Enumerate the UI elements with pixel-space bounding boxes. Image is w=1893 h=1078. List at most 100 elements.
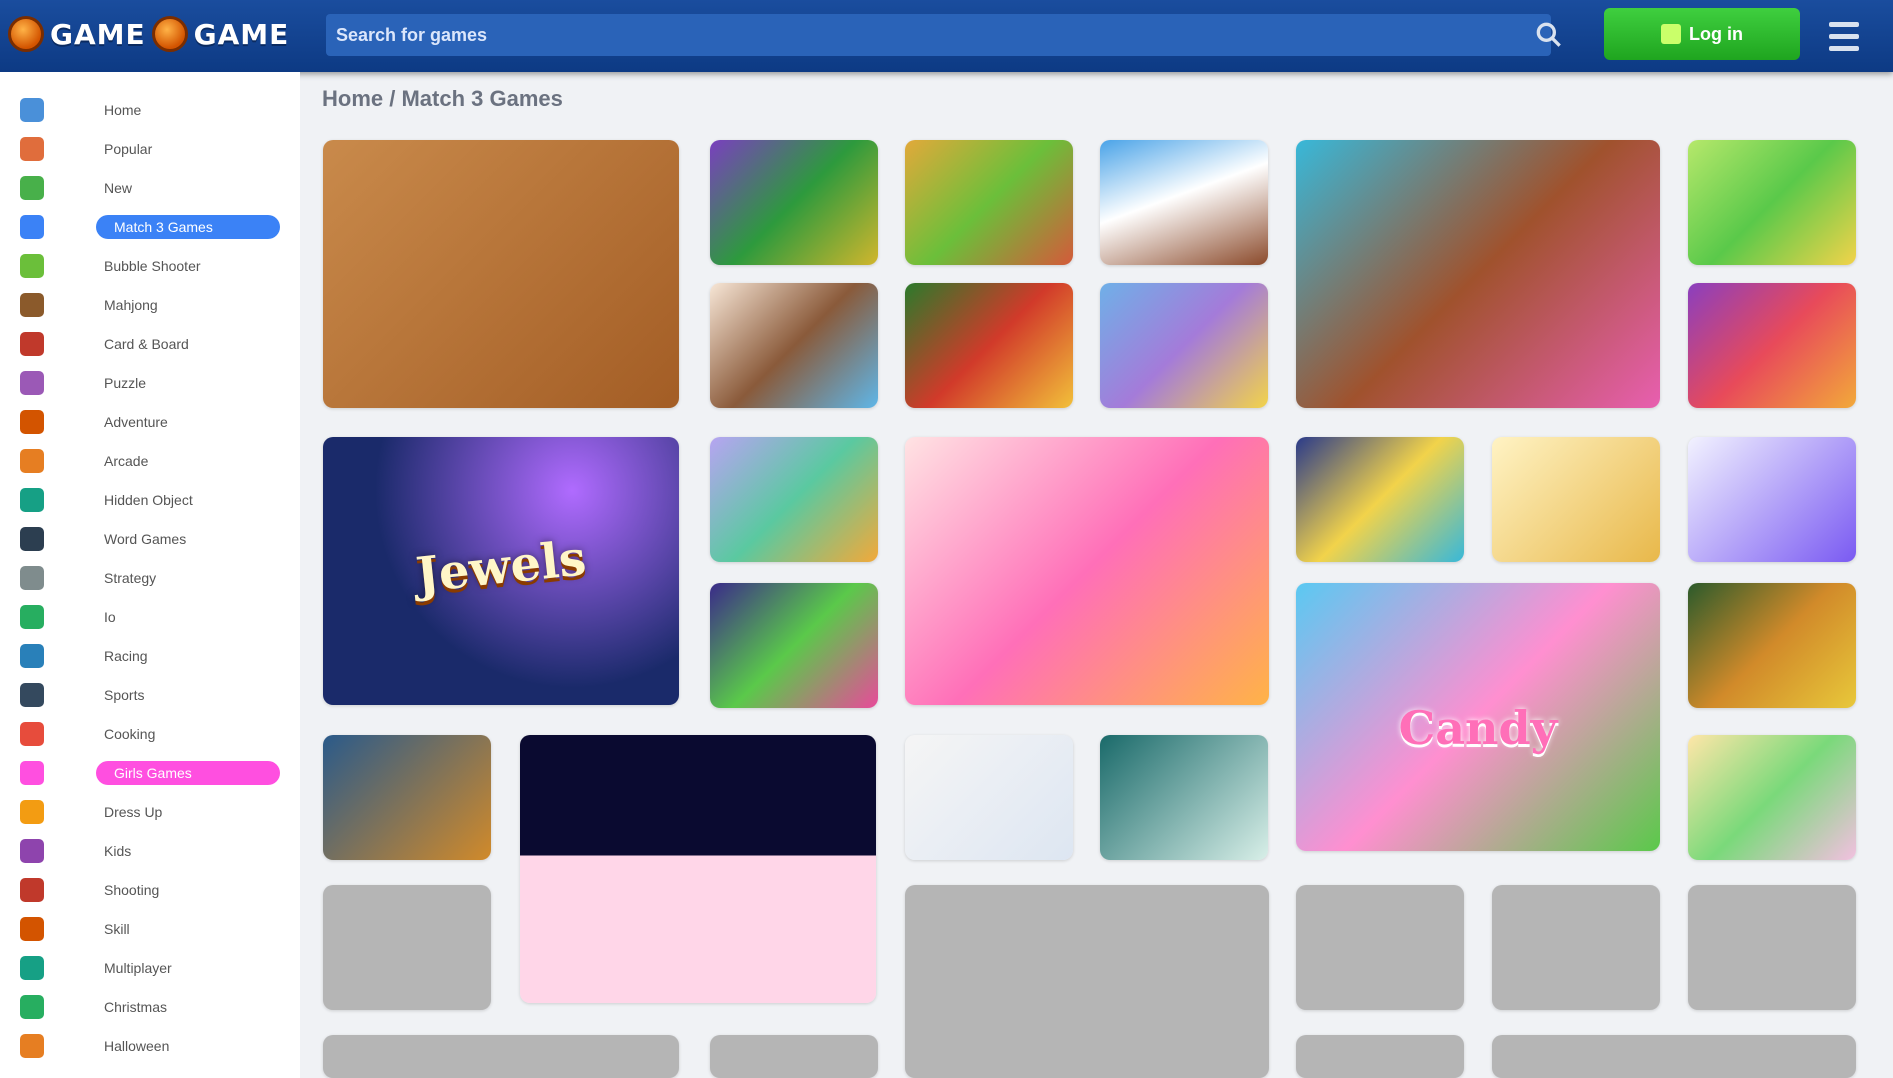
game-tile-slide-adventure[interactable]: [1100, 140, 1268, 265]
game-tile-wood-block-puzzle[interactable]: [323, 140, 679, 408]
mahjong-icon: [20, 293, 44, 317]
search-input[interactable]: [336, 24, 1456, 46]
sidebar-item-label: Kids: [104, 843, 132, 859]
logo-ball-icon: [8, 16, 44, 52]
cards-icon: [20, 332, 44, 356]
sidebar-item-mahjong[interactable]: Mahjong: [20, 289, 280, 321]
sidebar: Home Popular New Match 3 Games Bubble Shoote…: [0, 72, 300, 1078]
game-tile-placeholder: [323, 1035, 679, 1078]
shooting-icon: [20, 878, 44, 902]
sidebar-item-dress-up[interactable]: Dress Up: [20, 796, 280, 828]
game-tile-color-blocks[interactable]: [1100, 283, 1268, 408]
home-icon: [20, 98, 44, 122]
sidebar-item-match-3-games[interactable]: Match 3 Games: [20, 211, 280, 243]
game-tile-jewels-blitz[interactable]: Jewels: [323, 437, 679, 705]
game-tile-cooking-girl[interactable]: [710, 283, 878, 408]
sidebar-item-hidden-object[interactable]: Hidden Object: [20, 484, 280, 516]
hamburger-icon[interactable]: [1822, 14, 1866, 58]
game-tile-placeholder: [1492, 885, 1660, 1010]
game-tile-candy-jewels[interactable]: [905, 283, 1073, 408]
sidebar-item-new[interactable]: New: [20, 172, 280, 204]
sidebar-item-label: Mahjong: [104, 297, 158, 313]
game-tile-bubble-match[interactable]: [710, 437, 878, 562]
sidebar-item-label: Bubble Shooter: [104, 258, 201, 274]
sidebar-item-halloween[interactable]: Halloween: [20, 1030, 280, 1062]
game-tile-fruit-match[interactable]: [905, 140, 1073, 265]
sidebar-item-kids[interactable]: Kids: [20, 835, 280, 867]
dressup-icon: [20, 800, 44, 824]
sidebar-item-racing[interactable]: Racing: [20, 640, 280, 672]
game-tile-gem-quest[interactable]: [1688, 283, 1856, 408]
game-tile-flower-match[interactable]: [1688, 735, 1856, 860]
game-tile-jungle-match[interactable]: [1688, 140, 1856, 265]
game-tile-pirate-match[interactable]: [323, 735, 491, 860]
game-tile-tropical-princess[interactable]: [1296, 140, 1660, 408]
site-logo[interactable]: GAME GAME: [8, 6, 304, 62]
sidebar-item-christmas[interactable]: Christmas: [20, 991, 280, 1023]
game-tile-word-puzzle[interactable]: [1688, 437, 1856, 562]
sidebar-item-shooting[interactable]: Shooting: [20, 874, 280, 906]
search-bar: [326, 14, 1551, 56]
game-tile-jewel-match-2[interactable]: [710, 583, 878, 708]
sidebar-item-sports[interactable]: Sports: [20, 679, 280, 711]
sidebar-item-label: Home: [104, 102, 142, 118]
sidebar-item-puzzle[interactable]: Puzzle: [20, 367, 280, 399]
sidebar-item-label: New: [104, 180, 133, 196]
sidebar-item-girls-games[interactable]: Girls Games: [20, 757, 280, 789]
game-tile-placeholder: [323, 885, 491, 1010]
sidebar-item-label: Word Games: [104, 531, 187, 547]
game-tile-match-arena[interactable]: [520, 735, 876, 1003]
game-tile-placeholder: [1688, 885, 1856, 1010]
sidebar-item-multiplayer[interactable]: Multiplayer: [20, 952, 280, 984]
game-tile-candy-girl[interactable]: [905, 437, 1269, 705]
racing-icon: [20, 644, 44, 668]
game-tile-placeholder: [1296, 1035, 1464, 1078]
sidebar-item-label: Cooking: [104, 726, 156, 742]
game-tile-jewel-match-1[interactable]: [710, 140, 878, 265]
word-icon: [20, 527, 44, 551]
game-tile-title: Candy: [1398, 700, 1558, 755]
breadcrumb: Home / Match 3 Games: [322, 86, 563, 111]
game-tile-autumn-match[interactable]: [1688, 583, 1856, 708]
search-icon[interactable]: [1530, 16, 1568, 54]
game-tile-title: Jewels: [413, 530, 589, 604]
sidebar-item-label: Hidden Object: [104, 492, 193, 508]
sidebar-item-label: Match 3 Games: [96, 215, 280, 239]
new-icon: [20, 176, 44, 200]
sidebar-item-home[interactable]: Home: [20, 94, 280, 126]
bubble-icon: [20, 254, 44, 278]
sidebar-item-word-games[interactable]: Word Games: [20, 523, 280, 555]
multiplayer-icon: [20, 956, 44, 980]
sidebar-item-label: Shooting: [104, 882, 160, 898]
sidebar-item-label: Girls Games: [96, 761, 280, 785]
puzzle-icon: [20, 371, 44, 395]
sidebar-item-label: Halloween: [104, 1038, 170, 1054]
login-label: Log in: [1689, 23, 1743, 44]
sidebar-item-card-board[interactable]: Card & Board: [20, 328, 280, 360]
skill-icon: [20, 917, 44, 941]
sidebar-item-popular[interactable]: Popular: [20, 133, 280, 165]
sidebar-item-label: Adventure: [104, 414, 168, 430]
logo-text-left: GAME: [50, 17, 146, 51]
sidebar-item-adventure[interactable]: Adventure: [20, 406, 280, 438]
game-tile-placeholder: [905, 885, 1269, 1078]
sidebar-item-skill[interactable]: Skill: [20, 913, 280, 945]
game-tile-candy-land[interactable]: Candy: [1296, 583, 1660, 851]
game-tile-balloons[interactable]: [1296, 437, 1464, 562]
sidebar-item-io[interactable]: Io: [20, 601, 280, 633]
sidebar-item-label: Christmas: [104, 999, 168, 1015]
game-tile-winter-match[interactable]: [905, 735, 1073, 860]
hidden-icon: [20, 488, 44, 512]
sidebar-item-label: Skill: [104, 921, 130, 937]
sidebar-item-arcade[interactable]: Arcade: [20, 445, 280, 477]
sidebar-item-bubble-shooter[interactable]: Bubble Shooter: [20, 250, 280, 282]
game-tile-pastry-match[interactable]: [1492, 437, 1660, 562]
game-tile-placeholder: [1492, 1035, 1856, 1078]
sidebar-item-cooking[interactable]: Cooking: [20, 718, 280, 750]
login-button[interactable]: Log in: [1604, 8, 1800, 60]
logo-text-right: GAME: [193, 17, 290, 51]
sidebar-item-label: Dress Up: [104, 804, 163, 820]
game-tile-ocean-match[interactable]: [1100, 735, 1268, 860]
sidebar-item-strategy[interactable]: Strategy: [20, 562, 280, 594]
top-bar: GAME GAME Log in: [0, 0, 1893, 72]
